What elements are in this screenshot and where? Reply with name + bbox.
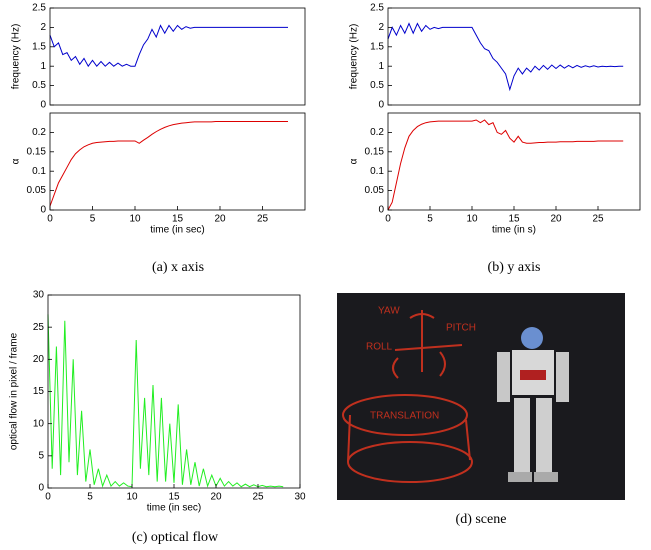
x-tick-label: 30 xyxy=(294,492,306,503)
plot-area xyxy=(48,295,300,488)
y-tick-label: 0.05 xyxy=(27,185,47,196)
y-axis-label: frequency (Hz) xyxy=(349,24,360,90)
x-axis-label: time (in s) xyxy=(492,225,536,236)
robot xyxy=(497,327,569,482)
scene-label: PITCH xyxy=(446,323,476,334)
x-tick-label: 5 xyxy=(87,492,93,503)
y-tick-label: 2 xyxy=(378,22,384,33)
x-axis-label: time (in sec) xyxy=(150,225,204,236)
y-tick-label: 0 xyxy=(378,205,384,216)
y-tick-label: 2.5 xyxy=(370,3,384,14)
plot-area xyxy=(50,113,305,210)
scene-image: YAW PITCH ROLL TRANSLATION xyxy=(337,293,625,500)
y-axis-label: frequency (Hz) xyxy=(11,24,22,90)
scene-arrows xyxy=(342,310,473,483)
plot-area xyxy=(50,8,305,105)
plot-area xyxy=(388,113,640,210)
x-tick-label: 0 xyxy=(45,492,51,503)
y-tick-label: 0.15 xyxy=(27,146,47,157)
y-tick-label: 15 xyxy=(33,386,45,397)
caption: (c) optical flow xyxy=(132,530,219,545)
caption: (d) scene xyxy=(456,512,507,527)
y-tick-label: 2.5 xyxy=(32,3,46,14)
x-tick-label: 10 xyxy=(129,214,141,225)
data-line xyxy=(387,119,624,211)
axes-frame xyxy=(49,7,306,106)
y-tick-label: 1.5 xyxy=(370,41,384,52)
y-tick-label: 0 xyxy=(40,205,46,216)
y-tick-label: 0.5 xyxy=(32,80,46,91)
x-tick-label: 25 xyxy=(592,214,604,225)
y-tick-label: 0.05 xyxy=(365,185,385,196)
y-tick-label: 0 xyxy=(378,100,384,111)
caption: (a) x axis xyxy=(152,260,204,275)
y-tick-label: 20 xyxy=(33,354,45,365)
x-tick-label: 5 xyxy=(427,214,433,225)
caption: (b) y axis xyxy=(488,260,541,275)
y-axis-label: optical flow in pixel / frame xyxy=(9,332,20,450)
y-axis-label: α xyxy=(349,158,360,164)
data-line xyxy=(49,121,288,207)
x-tick-label: 15 xyxy=(168,492,180,503)
x-tick-label: 20 xyxy=(214,214,226,225)
y-tick-label: 10 xyxy=(33,418,45,429)
y-tick-label: 0.15 xyxy=(365,146,385,157)
y-axis-label: α xyxy=(11,158,22,164)
x-tick-label: 15 xyxy=(172,214,184,225)
y-tick-label: 0.5 xyxy=(370,80,384,91)
axes-frame xyxy=(387,7,641,106)
x-tick-label: 0 xyxy=(385,214,391,225)
y-tick-label: 1.5 xyxy=(32,41,46,52)
x-tick-label: 25 xyxy=(252,492,264,503)
y-tick-label: 2 xyxy=(40,22,46,33)
y-tick-label: 5 xyxy=(38,450,44,461)
data-line xyxy=(49,24,288,68)
y-tick-label: 0.2 xyxy=(370,127,384,138)
x-tick-label: 25 xyxy=(257,214,269,225)
y-tick-label: 0 xyxy=(40,100,46,111)
y-tick-label: 30 xyxy=(33,290,45,301)
y-tick-label: 25 xyxy=(33,322,45,333)
scene-label: TRANSLATION xyxy=(370,411,439,422)
y-tick-label: 1 xyxy=(40,61,46,72)
x-tick-label: 20 xyxy=(550,214,562,225)
y-tick-label: 0 xyxy=(38,483,44,494)
x-tick-label: 15 xyxy=(508,214,520,225)
data-line xyxy=(387,22,624,92)
y-tick-label: 0.1 xyxy=(32,166,46,177)
y-tick-label: 0.2 xyxy=(32,127,46,138)
y-tick-label: 1 xyxy=(378,61,384,72)
x-tick-label: 10 xyxy=(466,214,478,225)
scene-label: ROLL xyxy=(366,342,393,353)
x-tick-label: 0 xyxy=(47,214,53,225)
x-tick-label: 10 xyxy=(126,492,138,503)
scene-label: YAW xyxy=(378,306,400,317)
data-line xyxy=(47,314,284,488)
x-axis-label: time (in sec) xyxy=(147,503,201,514)
y-tick-label: 0.1 xyxy=(370,166,384,177)
x-tick-label: 5 xyxy=(90,214,96,225)
plot-area xyxy=(388,8,640,105)
x-tick-label: 20 xyxy=(210,492,222,503)
